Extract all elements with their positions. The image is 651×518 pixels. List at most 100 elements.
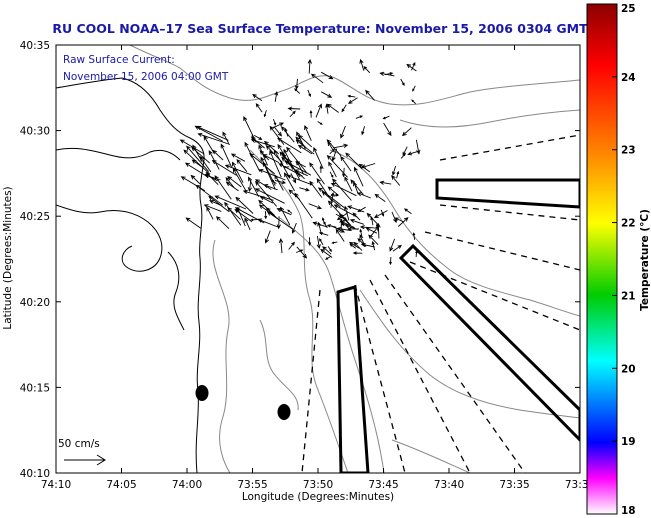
current-arrow (329, 148, 336, 155)
current-arrow (307, 58, 312, 74)
current-arrow (230, 153, 246, 162)
current-arrow (297, 144, 313, 155)
current-arrow (276, 208, 292, 216)
current-arrow (243, 116, 257, 143)
current-arrow (295, 161, 306, 168)
current-arrow (320, 248, 333, 258)
current-arrow (340, 156, 352, 172)
transect-box (336, 285, 370, 473)
current-arrow (365, 227, 378, 234)
current-arrow (234, 207, 265, 224)
buoy-marker (195, 385, 209, 401)
current-arrow (183, 149, 210, 174)
current-arrow (288, 241, 295, 250)
current-arrow (312, 221, 329, 228)
current-arrow (290, 173, 297, 184)
current-arrow (313, 146, 324, 169)
current-arrow (347, 97, 358, 104)
current-arrow (179, 139, 205, 155)
bathymetry-contour (249, 149, 349, 473)
current-arrow (379, 71, 395, 77)
current-arrow (274, 179, 287, 185)
current-arrow (316, 236, 321, 250)
current-arrow (247, 179, 252, 193)
current-arrow (379, 180, 392, 185)
current-arrow (211, 160, 237, 176)
coastline (56, 147, 181, 161)
map-title: RU COOL NOAA–17 Sea Surface Temperature:… (52, 21, 588, 36)
current-arrow (371, 240, 376, 251)
x-tick-label: 73:45 (368, 479, 398, 491)
bathymetry-contour (329, 149, 580, 317)
scale-arrow (64, 454, 106, 466)
current-arrow (272, 118, 277, 126)
current-arrow (325, 103, 329, 114)
x-tick-label: 73:50 (303, 479, 333, 491)
current-arrow (331, 241, 338, 244)
current-arrow (299, 187, 310, 192)
current-arrow (319, 165, 323, 173)
transect-box (398, 243, 580, 443)
radial-line (424, 231, 580, 271)
current-arrow (277, 137, 302, 154)
current-arrow (283, 165, 290, 169)
current-arrow (368, 234, 379, 246)
current-arrow (284, 127, 289, 137)
current-arrow (411, 61, 416, 71)
current-arrow (308, 203, 322, 210)
current-arrow (259, 196, 274, 204)
current-arrow (328, 161, 337, 178)
current-arrow (274, 91, 279, 102)
current-arrow (276, 216, 281, 230)
current-arrow (295, 136, 307, 149)
buoy-marker (277, 404, 291, 420)
current-arrow (400, 78, 405, 86)
current-arrow (345, 152, 363, 170)
transect-box (435, 178, 580, 209)
current-arrow (257, 218, 279, 228)
current-arrow (197, 132, 231, 145)
x-tick-label: 73:35 (499, 479, 529, 491)
current-arrow (190, 174, 201, 185)
y-axis-ticks: 40:35 40:30 40:25 40:20 40:15 40:10 (20, 40, 580, 480)
current-arrow (374, 193, 386, 202)
colorbar-label: Temperature (°C) (639, 209, 651, 311)
current-arrow (283, 172, 295, 192)
current-arrow (389, 256, 392, 266)
colorbar-ticks: 25 24 23 22 21 20 19 18 (612, 3, 636, 517)
current-arrow (347, 94, 356, 98)
coastline (56, 204, 163, 272)
current-arrow (232, 167, 248, 193)
bathymetry-contour (129, 45, 580, 106)
current-arrow (406, 63, 417, 72)
current-arrow (234, 208, 253, 223)
current-arrow (327, 200, 352, 226)
colorbar-tick-label: 24 (621, 72, 636, 84)
current-arrow (270, 122, 285, 130)
current-arrow (339, 220, 355, 229)
current-arrow (206, 206, 214, 220)
current-arrow (383, 122, 392, 137)
current-arrow (407, 150, 419, 156)
current-arrow (347, 205, 365, 213)
current-arrow (391, 165, 397, 176)
current-arrow (320, 71, 334, 80)
current-arrow (285, 158, 293, 163)
current-arrow (309, 109, 313, 118)
current-arrow (264, 230, 271, 244)
current-arrow (185, 217, 201, 229)
current-arrow (310, 73, 324, 84)
scale-label: 50 cm/s (58, 438, 100, 450)
current-arrow (191, 146, 210, 164)
current-arrow (281, 156, 305, 180)
current-arrow (304, 125, 312, 141)
bathymetry-contour (391, 439, 471, 473)
current-arrow (235, 196, 254, 214)
x-tick-label: 73:40 (434, 479, 464, 491)
current-arrow (411, 99, 417, 105)
x-tick-label: 74:05 (106, 479, 136, 491)
current-arrow (251, 134, 255, 141)
current-arrow (352, 212, 361, 221)
current-arrow (204, 174, 218, 182)
current-arrow (222, 131, 230, 144)
